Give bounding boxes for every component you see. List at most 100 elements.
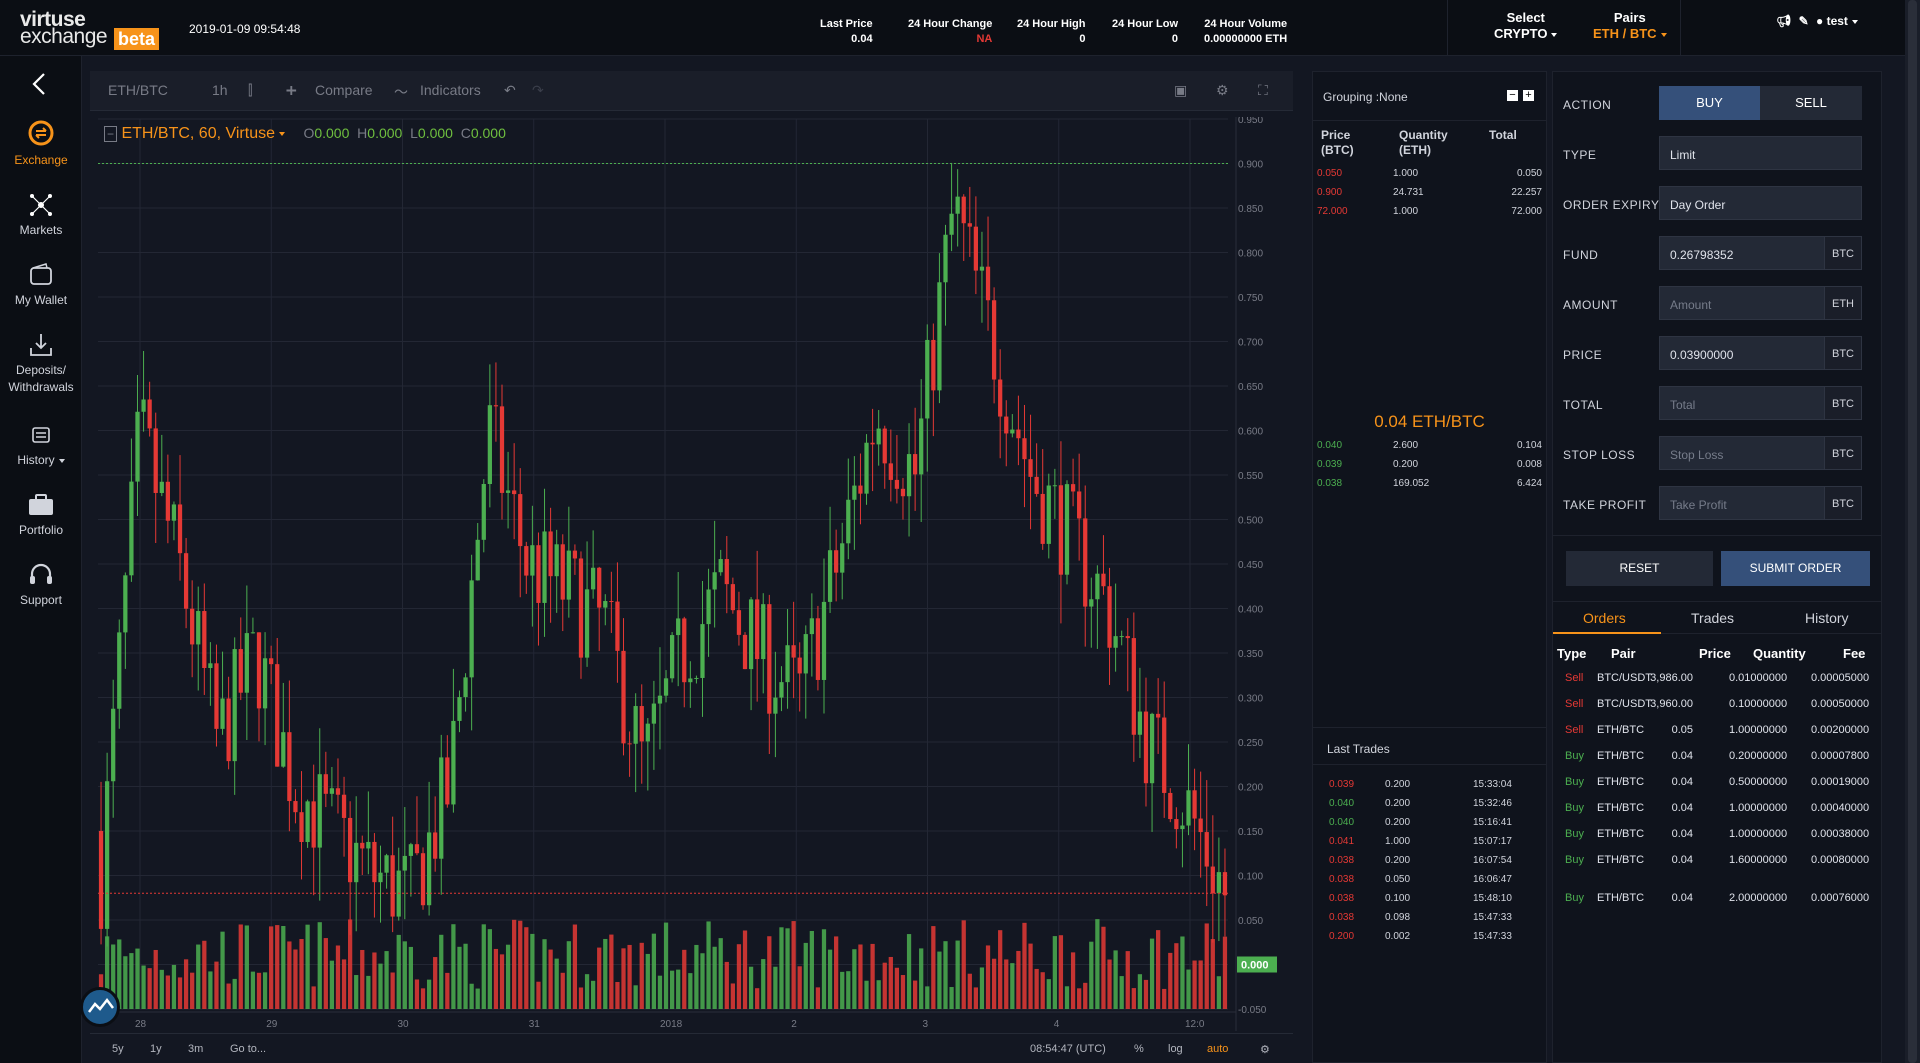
redo-icon[interactable]: ↷	[532, 82, 544, 98]
compare-button[interactable]: Compare	[315, 82, 373, 98]
order-row[interactable]: Buy ETH/BTC 0.04 1.60000000 0.00080000	[1553, 854, 1883, 880]
candle-body	[196, 611, 201, 645]
stop-loss-input[interactable]: Stop Loss	[1659, 436, 1825, 470]
edit-icon[interactable]: ✎	[1798, 14, 1809, 28]
bid-row[interactable]: 0.039 0.200 0.008	[1313, 457, 1546, 476]
interval-button[interactable]: 1h	[212, 82, 228, 98]
legend-symbol[interactable]: ETH/BTC, 60, Virtuse	[121, 125, 285, 142]
compare-icon[interactable]: ➕︎	[286, 82, 297, 98]
order-fee: 0.00050000	[1811, 698, 1870, 710]
minus-icon[interactable]: −	[1507, 90, 1518, 101]
range-1y[interactable]: 1y	[150, 1043, 162, 1055]
back-chevron-icon[interactable]	[30, 72, 50, 96]
total-input[interactable]: Total	[1659, 386, 1825, 420]
candle-body	[888, 463, 893, 480]
divider	[1680, 0, 1681, 56]
candle-body	[1168, 792, 1173, 820]
candlestick-chart[interactable]: 0.950 0.900 0.850 0.800 0.750 0.700 0.650 0.600…	[98, 117, 1293, 1031]
sidebar-item-support[interactable]: Support	[0, 562, 82, 609]
pair-selector[interactable]: Pairs ETH / BTC	[1593, 10, 1667, 42]
candle-body	[104, 781, 110, 929]
logo[interactable]: virtuse exchange beta	[18, 8, 166, 50]
volume-bar	[785, 928, 790, 1009]
settings-icon[interactable]: ⚙	[1260, 1044, 1270, 1056]
order-expiry-select[interactable]: Day Order	[1659, 186, 1862, 220]
sidebar-item-portfolio[interactable]: Portfolio	[0, 492, 82, 539]
sidebar-item-exchange[interactable]: Exchange	[0, 118, 82, 169]
sell-button[interactable]: SELL	[1760, 86, 1862, 120]
select-market[interactable]: Select CRYPTO	[1494, 10, 1557, 42]
order-fee: 0.00007800	[1811, 750, 1870, 762]
ask-row[interactable]: 72.000 1.000 72.000	[1313, 204, 1546, 223]
goto-button[interactable]: Go to...	[230, 1043, 267, 1055]
buy-button[interactable]: BUY	[1659, 86, 1760, 120]
candle-body	[1119, 636, 1124, 638]
camera-icon[interactable]: ▣	[1174, 82, 1188, 98]
candle-body	[712, 572, 717, 590]
range-5y[interactable]: 5y	[112, 1043, 124, 1055]
candle-body	[912, 454, 918, 475]
x-tick-label: 3	[923, 1019, 929, 1030]
sidebar-item-markets[interactable]: Markets	[0, 192, 82, 239]
bid-row[interactable]: 0.040 2.600 0.104	[1313, 438, 1546, 457]
volume-bar	[536, 981, 541, 1009]
gear-icon[interactable]: ⚙	[1216, 82, 1229, 98]
tab-trades[interactable]: Trades	[1661, 602, 1771, 634]
sidebar-item-wallet[interactable]: My Wallet	[0, 262, 82, 309]
order-row[interactable]: Buy ETH/BTC 0.04 1.00000000 0.00040000	[1553, 802, 1883, 828]
volume-bar	[694, 944, 699, 1009]
indicators-icon[interactable]: 〜	[394, 84, 408, 100]
order-row[interactable]: Buy ETH/BTC 0.04 1.00000000 0.00038000	[1553, 828, 1883, 854]
indicators-button[interactable]: Indicators	[420, 82, 481, 98]
reset-button[interactable]: RESET	[1566, 551, 1713, 586]
fullscreen-icon[interactable]: ⛶	[1258, 82, 1268, 98]
candle-style-icon[interactable]: ⫿	[248, 82, 253, 98]
sidebar-item-history[interactable]: History	[0, 422, 82, 469]
candle-body	[1186, 790, 1191, 826]
order-type-select[interactable]: Limit	[1659, 136, 1862, 170]
megaphone-icon[interactable]: 📢︎	[1776, 14, 1792, 28]
volume-bar	[1131, 988, 1136, 1009]
undo-icon[interactable]: ↶	[504, 82, 516, 98]
fund-field[interactable]: 0.26798352	[1659, 236, 1825, 270]
tab-orders[interactable]: Orders	[1553, 602, 1661, 634]
candle-body	[730, 584, 735, 611]
price-input[interactable]: 0.03900000	[1659, 336, 1825, 370]
volume-bar	[1089, 941, 1094, 1009]
candle-body	[287, 732, 292, 802]
tab-history[interactable]: History	[1771, 602, 1881, 634]
order-row[interactable]: Buy ETH/BTC 0.04 0.50000000 0.00019000	[1553, 776, 1883, 802]
order-fee: 0.00019000	[1811, 776, 1870, 788]
take-profit-input[interactable]: Take Profit	[1659, 486, 1825, 520]
auto-toggle[interactable]: auto	[1207, 1043, 1229, 1055]
trade-time: 16:07:54	[1473, 855, 1512, 866]
candle-body	[317, 774, 322, 848]
volume-bar	[761, 959, 766, 1009]
order-row[interactable]: Buy ETH/BTC 0.04 2.00000000 0.00076000	[1553, 892, 1883, 918]
col-pair: Pair	[1611, 646, 1636, 661]
col-type: Type	[1557, 646, 1587, 661]
order-row[interactable]: Buy ETH/BTC 0.04 0.20000000 0.00007800	[1553, 750, 1883, 776]
range-3m[interactable]: 3m	[188, 1043, 204, 1055]
ask-row[interactable]: 0.900 24.731 22.257	[1313, 185, 1546, 204]
volume-bar	[730, 983, 735, 1009]
y-tick-label: 0.800	[1238, 249, 1263, 260]
order-row[interactable]: Sell ETH/BTC 0.05 1.00000000 0.00200000	[1553, 724, 1883, 750]
sidebar-item-deposits[interactable]: Deposits/Withdrawals	[0, 332, 82, 396]
collapse-icon[interactable]: −	[104, 126, 118, 142]
order-pair: ETH/BTC	[1597, 802, 1645, 814]
chart-symbol[interactable]: ETH/BTC	[108, 82, 168, 98]
tradingview-logo-icon[interactable]	[80, 987, 120, 1027]
bid-row[interactable]: 0.038 169.052 6.424	[1313, 476, 1546, 495]
order-row[interactable]: Sell BTC/USDT 3,986.00 0.01000000 0.00005000	[1553, 672, 1883, 698]
order-row[interactable]: Sell BTC/USDT 3,960.00 0.10000000 0.00050000	[1553, 698, 1883, 724]
amount-input[interactable]: Amount	[1659, 286, 1825, 320]
user-menu[interactable]: test	[1827, 14, 1858, 28]
page-scrollbar[interactable]	[1905, 0, 1920, 1063]
candle-body	[1174, 819, 1179, 830]
ask-row[interactable]: 0.050 1.000 0.050	[1313, 166, 1546, 185]
plus-icon[interactable]: +	[1523, 90, 1534, 101]
submit-order-button[interactable]: SUBMIT ORDER	[1721, 551, 1870, 586]
percent-toggle[interactable]: %	[1134, 1043, 1144, 1055]
log-toggle[interactable]: log	[1168, 1043, 1183, 1055]
